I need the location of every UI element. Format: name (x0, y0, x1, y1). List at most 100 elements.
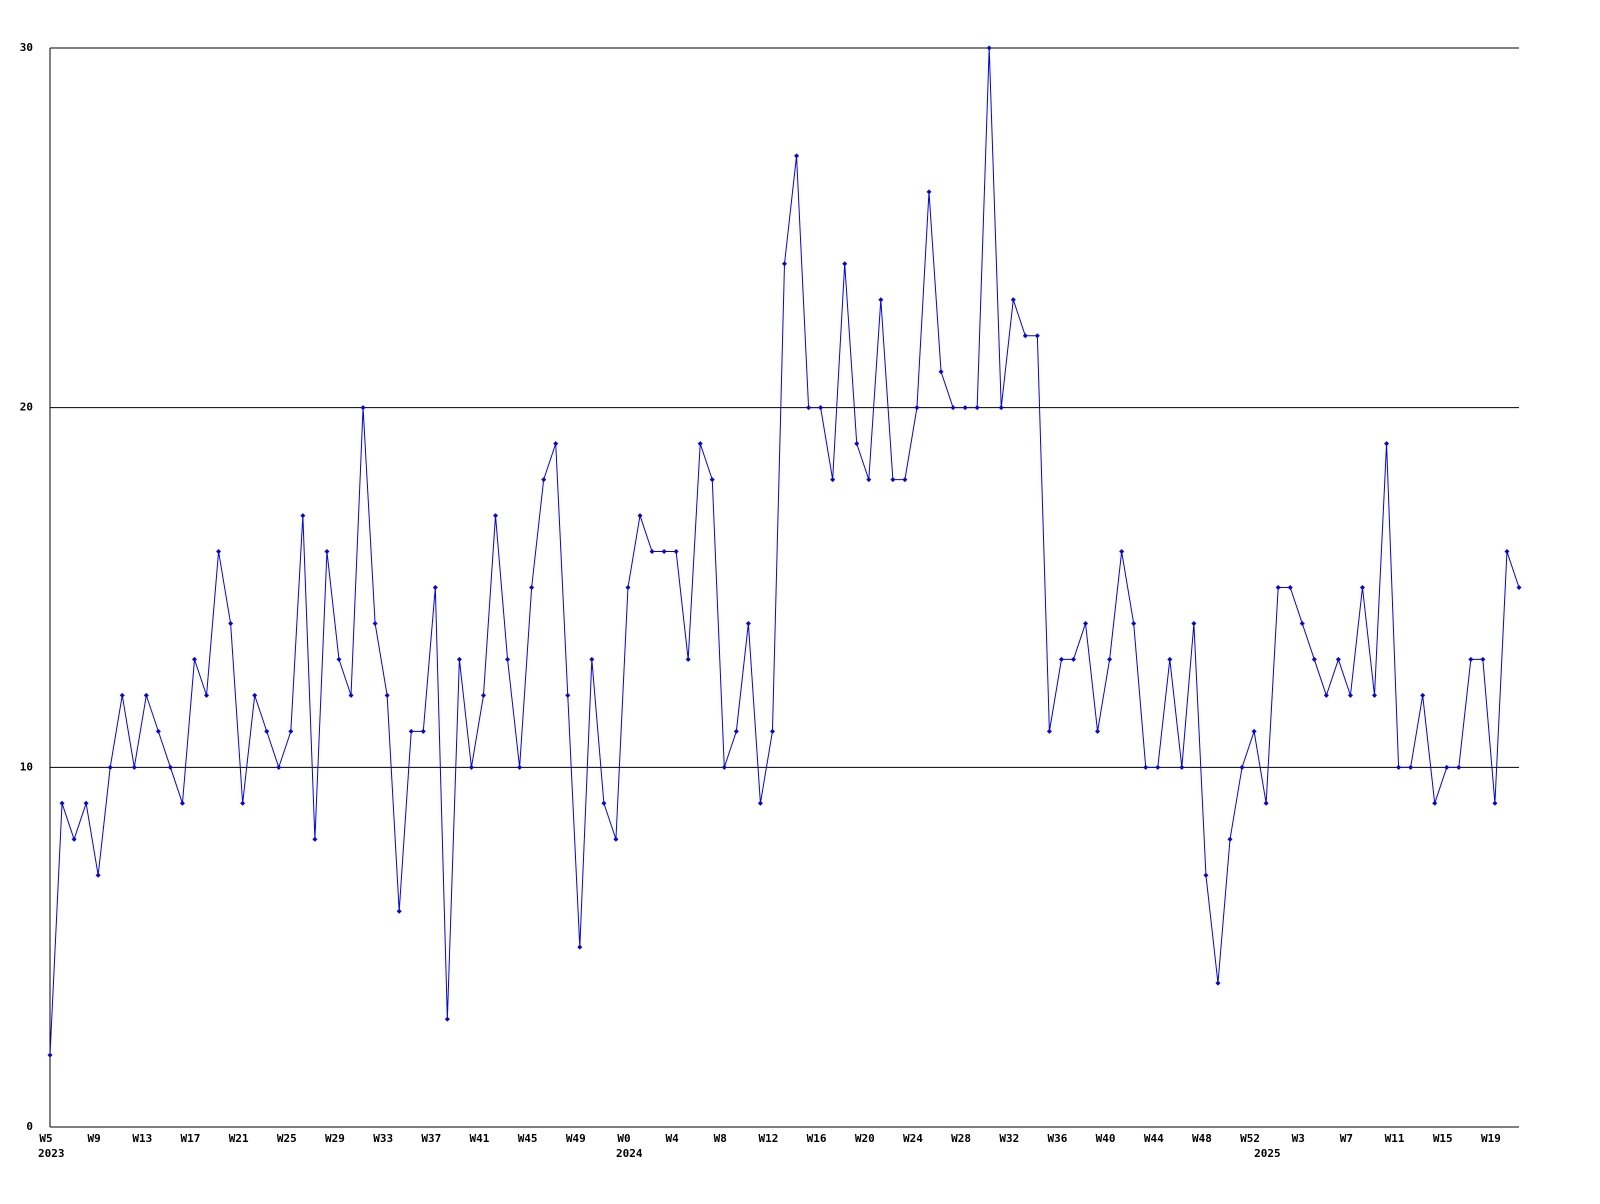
x-tick-label: W52 (1240, 1132, 1260, 1145)
data-point (890, 477, 896, 483)
x-tick-label: W49 (566, 1132, 586, 1145)
data-point (974, 405, 980, 411)
data-point (1251, 728, 1257, 734)
data-point (1335, 656, 1341, 662)
data-point (1468, 656, 1474, 662)
data-point (372, 620, 378, 626)
data-point (577, 944, 583, 950)
data-point (589, 656, 595, 662)
data-point (685, 656, 691, 662)
data-point (697, 441, 703, 447)
data-point (769, 728, 775, 734)
data-point (517, 764, 523, 770)
x-tick-label: W36 (1048, 1132, 1068, 1145)
x-tick-label: W45 (518, 1132, 538, 1145)
data-point (336, 656, 342, 662)
data-point (962, 405, 968, 411)
data-point (1396, 764, 1402, 770)
data-point (1408, 764, 1414, 770)
x-tick-label: W4 (666, 1132, 680, 1145)
data-point (1167, 656, 1173, 662)
data-point (1359, 585, 1365, 590)
data-point (143, 692, 149, 698)
data-point (721, 764, 727, 770)
y-tick-label: 10 (20, 760, 33, 773)
data-point (1516, 585, 1522, 590)
data-point (1095, 728, 1101, 734)
data-point (878, 297, 884, 303)
data-point (1299, 620, 1305, 626)
data-point (842, 261, 848, 267)
x-tick-label: W16 (807, 1132, 827, 1145)
x-tick-label: W24 (903, 1132, 923, 1145)
data-point (1143, 764, 1149, 770)
data-point (360, 405, 366, 411)
x-tick-label: W33 (373, 1132, 393, 1145)
data-point (191, 656, 197, 662)
data-point (709, 477, 715, 483)
data-point (565, 692, 571, 698)
data-point (1131, 620, 1137, 626)
x-tick-label: W21 (229, 1132, 249, 1145)
data-point (1372, 692, 1378, 698)
data-point (625, 585, 631, 590)
x-tick-label: W20 (855, 1132, 875, 1145)
data-point (1034, 333, 1040, 339)
data-point (1504, 549, 1510, 555)
data-point (493, 513, 499, 519)
data-point (806, 405, 812, 411)
data-point (745, 620, 751, 626)
data-point (1480, 656, 1486, 662)
data-point (1191, 620, 1197, 626)
x-tick-label: W44 (1144, 1132, 1164, 1145)
data-point (468, 764, 474, 770)
data-point (601, 800, 607, 806)
data-point (204, 692, 210, 698)
data-point (216, 549, 222, 555)
data-point (1420, 692, 1426, 698)
data-point (529, 585, 535, 590)
data-point (794, 153, 800, 159)
data-point (179, 800, 185, 806)
data-point (1323, 692, 1329, 698)
data-point (71, 836, 77, 842)
year-label: 2025 (1254, 1147, 1281, 1160)
data-point (1275, 585, 1281, 590)
x-tick-label: W17 (181, 1132, 201, 1145)
data-point (926, 189, 932, 195)
data-point (1058, 656, 1064, 662)
data-point (1155, 764, 1161, 770)
data-point (312, 836, 318, 842)
data-point (782, 261, 787, 267)
x-tick-label: W41 (470, 1132, 490, 1145)
y-tick-label: 20 (20, 401, 33, 414)
data-point (384, 692, 390, 698)
data-point (348, 692, 354, 698)
data-point (276, 764, 282, 770)
data-point (1444, 764, 1450, 770)
data-point (47, 1052, 53, 1058)
x-tick-label: W3 (1292, 1132, 1305, 1145)
data-point (155, 728, 161, 734)
data-point (830, 477, 836, 483)
data-point (866, 477, 872, 483)
data-point (95, 872, 101, 878)
data-point (240, 800, 246, 806)
data-point (541, 477, 547, 483)
data-point (673, 549, 679, 555)
data-point (131, 764, 137, 770)
data-point (1227, 836, 1233, 842)
data-point (1287, 585, 1293, 590)
data-point (1119, 549, 1125, 555)
data-point (444, 1016, 450, 1022)
data-point (938, 369, 944, 375)
data-point (661, 549, 667, 555)
data-point (914, 405, 920, 411)
data-line (49, 47, 1520, 1056)
year-label: 2023 (38, 1147, 65, 1160)
data-point (107, 764, 113, 770)
y-tick-label: 0 (26, 1120, 33, 1133)
data-point (613, 836, 619, 842)
x-tick-label: W48 (1192, 1132, 1212, 1145)
